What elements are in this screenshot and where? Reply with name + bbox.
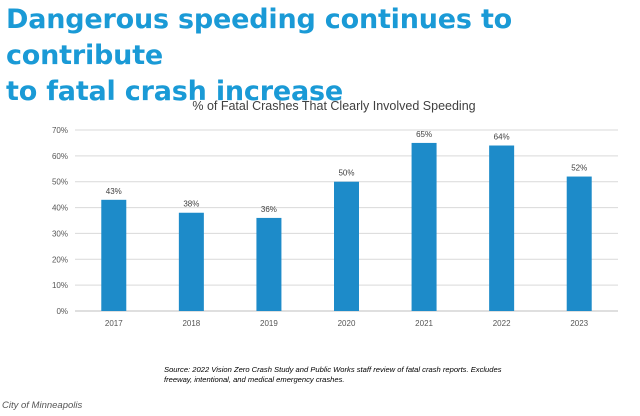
- x-tick-label-2019: 2019: [260, 319, 278, 328]
- data-label-2020: 50%: [338, 169, 354, 178]
- bar-2022: [489, 145, 515, 311]
- y-tick-label: 20%: [52, 255, 68, 264]
- data-label-2017: 43%: [106, 187, 122, 196]
- y-tick-label: 30%: [52, 229, 68, 238]
- x-tick-label-2022: 2022: [493, 319, 511, 328]
- x-tick-label-2017: 2017: [105, 319, 123, 328]
- y-tick-label: 10%: [52, 281, 68, 290]
- source-note-line-2: freeway, intentional, and medical emerge…: [164, 375, 345, 384]
- x-tick-label-2023: 2023: [570, 319, 588, 328]
- source-note: Source: 2022 Vision Zero Crash Study and…: [164, 365, 564, 385]
- x-tick-label-2020: 2020: [338, 319, 356, 328]
- image-credit: City of Minneapolis: [2, 400, 83, 411]
- data-label-2023: 52%: [571, 164, 587, 173]
- bar-2021: [411, 142, 437, 311]
- data-label-2021: 65%: [416, 130, 432, 139]
- bar-2019: [256, 217, 282, 311]
- y-tick-label: 60%: [52, 152, 68, 161]
- y-tick-label: 0%: [56, 307, 68, 316]
- bar-2020: [334, 181, 359, 311]
- x-tick-label-2018: 2018: [182, 319, 200, 328]
- chart-title: % of Fatal Crashes That Clearly Involved…: [192, 99, 476, 113]
- bar-2017: [101, 199, 127, 311]
- bar-2018: [178, 212, 204, 311]
- data-label-2019: 36%: [261, 205, 277, 214]
- bar-2023: [566, 176, 592, 311]
- headline: Dangerous speeding continues to contribu…: [6, 2, 632, 110]
- x-tick-label-2021: 2021: [415, 319, 433, 328]
- headline-line-2: to fatal crash increase: [6, 76, 343, 107]
- data-label-2022: 64%: [494, 133, 510, 142]
- data-label-2018: 38%: [183, 200, 199, 209]
- y-tick-label: 40%: [52, 204, 68, 213]
- headline-line-1: Dangerous speeding continues to contribu…: [6, 4, 513, 71]
- y-tick-label: 50%: [52, 178, 68, 187]
- y-tick-label: 70%: [52, 126, 68, 135]
- source-note-line-1: Source: 2022 Vision Zero Crash Study and…: [164, 365, 502, 374]
